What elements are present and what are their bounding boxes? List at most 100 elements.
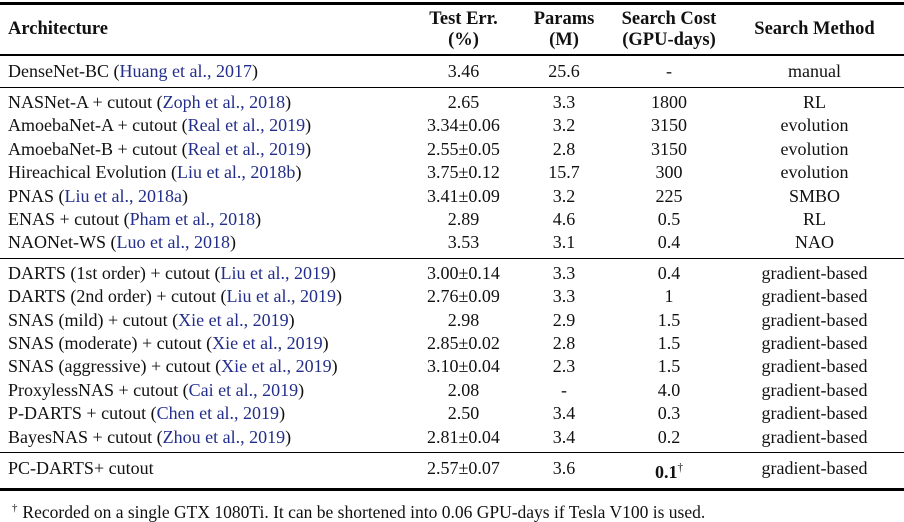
- table-row: DenseNet-BC (Huang et al., 2017) 3.46 25…: [0, 60, 904, 83]
- dagger-icon: †: [12, 502, 18, 515]
- citation-wrap: (Pham et al., 2018): [119, 208, 262, 229]
- test-err-cell: 2.57±0.07: [427, 458, 500, 478]
- search-method-cell: gradient-based: [761, 356, 868, 377]
- header-architecture: Architecture: [8, 19, 108, 39]
- header-rule: [0, 54, 904, 56]
- architecture-name: SNAS (mild) + cutout: [8, 309, 168, 330]
- citation-wrap: (Luo et al., 2018): [105, 232, 236, 253]
- citation-link[interactable]: Xie et al., 2019: [212, 332, 323, 353]
- test-err-cell: 3.34±0.06: [427, 115, 500, 136]
- row-group: DARTS (1st order) + cutout (Liu et al., …: [0, 257, 904, 452]
- citation-link[interactable]: Real et al., 2019: [187, 115, 306, 136]
- architecture-cell: ENAS + cutout (Pham et al., 2018): [0, 208, 412, 231]
- test-err-cell: 2.81±0.04: [427, 426, 500, 447]
- table-row: Hireachical Evolution (Liu et al., 2018b…: [0, 161, 904, 184]
- row-group: DenseNet-BC (Huang et al., 2017) 3.46 25…: [0, 56, 904, 87]
- citation-wrap: (Chen et al., 2019): [146, 403, 286, 424]
- table-row: DARTS (2nd order) + cutout (Liu et al., …: [0, 285, 904, 308]
- test-err-cell: 2.89: [447, 208, 480, 229]
- architecture-cell: SNAS (moderate) + cutout (Xie et al., 20…: [0, 332, 412, 355]
- table-row: SNAS (moderate) + cutout (Xie et al., 20…: [0, 332, 904, 355]
- params-cell: 3.1: [552, 232, 576, 253]
- table-row: DARTS (1st order) + cutout (Liu et al., …: [0, 262, 904, 285]
- header-search-method: Search Method: [754, 19, 875, 39]
- params-cell: 3.6: [552, 458, 576, 478]
- architecture-cell: NAONet-WS (Luo et al., 2018): [0, 231, 412, 254]
- search-method-cell: RL: [802, 91, 826, 112]
- search-method-cell: gradient-based: [761, 332, 868, 353]
- test-err-cell: 3.53: [447, 232, 480, 253]
- citation-wrap: (Zoph et al., 2018): [152, 91, 292, 112]
- table-row: SNAS (mild) + cutout (Xie et al., 2019) …: [0, 309, 904, 332]
- table-row: ENAS + cutout (Pham et al., 2018) 2.89 4…: [0, 208, 904, 231]
- search-method-cell: manual: [788, 60, 841, 81]
- params-cell: 3.2: [552, 115, 576, 136]
- search-cost-cell: 1: [664, 286, 674, 307]
- citation-link[interactable]: Liu et al., 2019: [226, 286, 337, 307]
- citation-wrap: (Cai et al., 2019): [178, 379, 305, 400]
- citation-link[interactable]: Cai et al., 2019: [188, 379, 299, 400]
- citation-wrap: (Xie et al., 2019): [210, 356, 338, 377]
- header-search-cost-line1: Search Cost: [621, 8, 717, 29]
- top-rule: [0, 2, 904, 5]
- search-method-cell: gradient-based: [761, 286, 868, 307]
- citation-link[interactable]: Huang et al., 2017: [119, 60, 252, 81]
- header-test-err-line1: Test Err.: [429, 8, 498, 29]
- citation-link[interactable]: Xie et al., 2019: [221, 356, 332, 377]
- citation-link[interactable]: Liu et al., 2019: [220, 262, 331, 283]
- architecture-cell: SNAS (mild) + cutout (Xie et al., 2019): [0, 309, 412, 332]
- citation-wrap: (Zhou et al., 2019): [152, 426, 292, 447]
- search-cost-cell: 0.4: [657, 262, 681, 283]
- citation-link[interactable]: Pham et al., 2018: [129, 208, 256, 229]
- search-method-cell: gradient-based: [761, 426, 868, 447]
- architecture-cell: DARTS (1st order) + cutout (Liu et al., …: [0, 262, 412, 285]
- table-row: ProxylessNAS + cutout (Cai et al., 2019)…: [0, 379, 904, 402]
- citation-wrap: (Real et al., 2019): [177, 138, 312, 159]
- search-cost-cell: 1.5: [657, 309, 681, 330]
- table-row: NASNet-A + cutout (Zoph et al., 2018) 2.…: [0, 91, 904, 114]
- citation-wrap: (Liu et al., 2018b): [166, 162, 302, 183]
- params-cell: 25.6: [548, 60, 580, 81]
- search-cost-cell: 0.3: [657, 403, 681, 424]
- test-err-cell: 3.46: [447, 60, 480, 81]
- citation-wrap: (Xie et al., 2019): [201, 332, 329, 353]
- citation-link[interactable]: Zoph et al., 2018: [162, 91, 286, 112]
- citation-wrap: (Xie et al., 2019): [167, 309, 295, 330]
- architecture-name: NASNet-A + cutout: [8, 91, 153, 112]
- table-body: DenseNet-BC (Huang et al., 2017) 3.46 25…: [0, 56, 904, 489]
- architecture-cell: NASNet-A + cutout (Zoph et al., 2018): [0, 91, 412, 114]
- citation-link[interactable]: Xie et al., 2019: [178, 309, 289, 330]
- citation-link[interactable]: Real et al., 2019: [187, 138, 306, 159]
- architecture-cell: PNAS (Liu et al., 2018a): [0, 185, 412, 208]
- header-params: Params (M): [515, 9, 613, 51]
- test-err-cell: 2.98: [447, 309, 480, 330]
- citation-wrap: (Liu et al., 2018a): [54, 185, 188, 206]
- architecture-cell: DenseNet-BC (Huang et al., 2017): [0, 60, 412, 83]
- architecture-name: Hireachical Evolution: [8, 162, 167, 183]
- test-err-cell: 2.85±0.02: [427, 332, 500, 353]
- dagger-icon: †: [677, 462, 684, 474]
- citation-link[interactable]: Chen et al., 2019: [156, 403, 280, 424]
- test-err-cell: 3.41±0.09: [427, 185, 500, 206]
- search-method-cell: evolution: [780, 138, 849, 159]
- params-cell: -: [561, 379, 567, 400]
- citation-link[interactable]: Luo et al., 2018: [116, 232, 230, 253]
- table-row: PNAS (Liu et al., 2018a) 3.41±0.09 3.2 2…: [0, 185, 904, 208]
- citation-link[interactable]: Zhou et al., 2019: [162, 426, 286, 447]
- architecture-name: ENAS + cutout: [8, 208, 120, 229]
- row-group: PC-DARTS+ cutout 2.57±0.07 3.6 0.1† grad…: [0, 452, 904, 488]
- architecture-cell: ProxylessNAS + cutout (Cai et al., 2019): [0, 379, 412, 402]
- citation-wrap: (Liu et al., 2019): [216, 286, 343, 307]
- architecture-name: DARTS (2nd order) + cutout: [8, 286, 217, 307]
- citation-wrap: (Liu et al., 2019): [210, 262, 337, 283]
- architecture-cell: AmoebaNet-B + cutout (Real et al., 2019): [0, 138, 412, 161]
- architecture-name: P-DARTS + cutout: [8, 403, 147, 424]
- test-err-cell: 3.00±0.14: [427, 262, 500, 283]
- search-method-cell: SMBO: [788, 185, 841, 206]
- citation-link[interactable]: Liu et al., 2018a: [64, 185, 182, 206]
- params-cell: 2.3: [552, 356, 576, 377]
- table-header-row: Architecture Test Err. (%) Params (M) Se…: [0, 5, 904, 54]
- table-row: AmoebaNet-B + cutout (Real et al., 2019)…: [0, 138, 904, 161]
- citation-link[interactable]: Liu et al., 2018b: [176, 162, 296, 183]
- search-method-cell: gradient-based: [761, 458, 868, 478]
